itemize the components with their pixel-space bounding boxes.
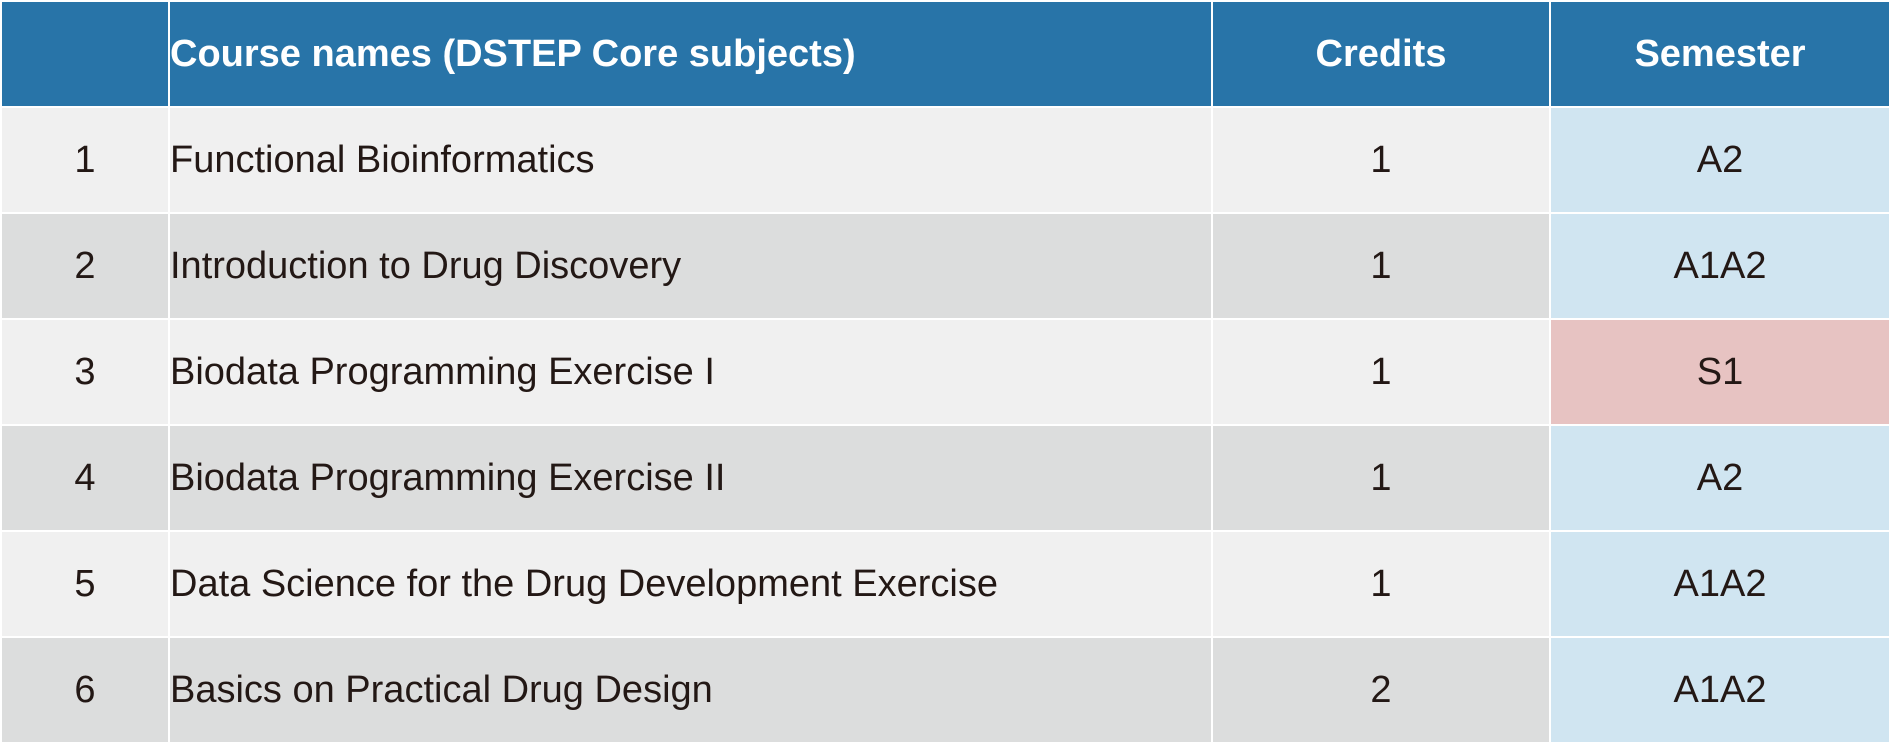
table-row: 1 Functional Bioinformatics 1 A2 bbox=[0, 106, 1889, 214]
header-row: Course names (DSTEP Core subjects) Credi… bbox=[0, 0, 1889, 108]
course-semester: S1 bbox=[1549, 318, 1889, 426]
table-row: 5 Data Science for the Drug Development … bbox=[0, 530, 1889, 638]
course-credits: 1 bbox=[1211, 212, 1551, 320]
course-name: Data Science for the Drug Development Ex… bbox=[168, 530, 1213, 638]
row-number: 6 bbox=[0, 636, 170, 742]
course-semester: A1A2 bbox=[1549, 636, 1889, 742]
course-name: Introduction to Drug Discovery bbox=[168, 212, 1213, 320]
course-credits: 1 bbox=[1211, 106, 1551, 214]
row-number: 2 bbox=[0, 212, 170, 320]
row-number: 5 bbox=[0, 530, 170, 638]
course-name: Functional Bioinformatics bbox=[168, 106, 1213, 214]
course-name: Biodata Programming Exercise II bbox=[168, 424, 1213, 532]
course-credits: 2 bbox=[1211, 636, 1551, 742]
course-name: Basics on Practical Drug Design bbox=[168, 636, 1213, 742]
table-row: 6 Basics on Practical Drug Design 2 A1A2 bbox=[0, 636, 1889, 742]
header-number bbox=[0, 0, 170, 108]
course-credits: 1 bbox=[1211, 530, 1551, 638]
header-course-name: Course names (DSTEP Core subjects) bbox=[168, 0, 1213, 108]
header-credits: Credits bbox=[1211, 0, 1551, 108]
row-number: 3 bbox=[0, 318, 170, 426]
course-semester: A1A2 bbox=[1549, 530, 1889, 638]
course-credits: 1 bbox=[1211, 424, 1551, 532]
course-semester: A2 bbox=[1549, 106, 1889, 214]
header-semester: Semester bbox=[1549, 0, 1889, 108]
course-semester: A2 bbox=[1549, 424, 1889, 532]
table-row: 3 Biodata Programming Exercise I 1 S1 bbox=[0, 318, 1889, 426]
row-number: 4 bbox=[0, 424, 170, 532]
table-row: 2 Introduction to Drug Discovery 1 A1A2 bbox=[0, 212, 1889, 320]
course-semester: A1A2 bbox=[1549, 212, 1889, 320]
row-number: 1 bbox=[0, 106, 170, 214]
course-name: Biodata Programming Exercise I bbox=[168, 318, 1213, 426]
course-credits: 1 bbox=[1211, 318, 1551, 426]
table-row: 4 Biodata Programming Exercise II 1 A2 bbox=[0, 424, 1889, 532]
